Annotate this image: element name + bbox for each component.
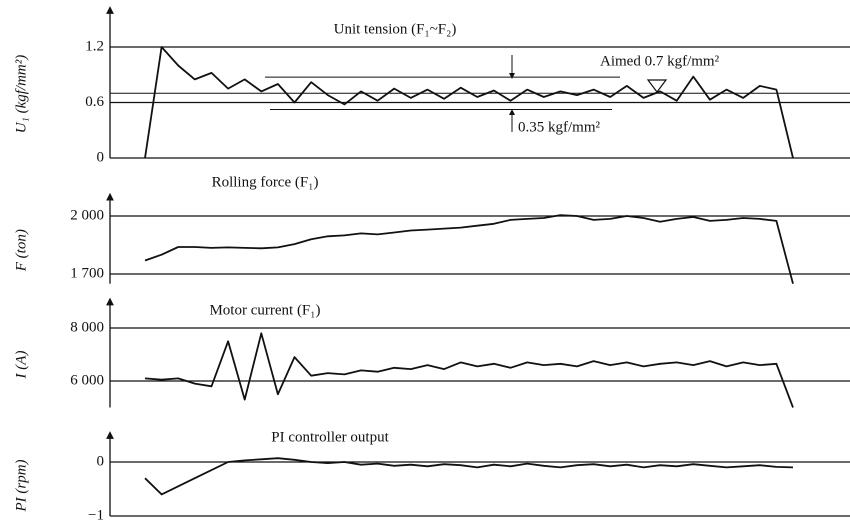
y-axis-label: U₁ (kgf/mm²) — [13, 55, 29, 133]
y-axis-label: I (A) — [13, 351, 29, 380]
panel-title: Unit tension (F₁~F₂) — [334, 21, 457, 37]
y-tick-label: 0 — [97, 453, 105, 469]
y-axis-label: F (ton) — [13, 229, 29, 272]
data-line — [144, 332, 794, 408]
y-tick-label: 6 000 — [70, 372, 104, 388]
y-tick-label: 1 700 — [70, 265, 104, 281]
y-tick-label: −1 — [88, 507, 104, 520]
panel-title: PI controller output — [271, 429, 389, 445]
panel-title: Rolling force (F₁) — [212, 174, 319, 190]
y-tick-label: 1.2 — [85, 38, 104, 54]
annotation: 0.35 kgf/mm² — [518, 119, 600, 135]
data-line — [144, 457, 794, 496]
annotation: Aimed 0.7 kgf/mm² — [600, 53, 720, 69]
data-line — [144, 214, 794, 284]
y-tick-label: 0 — [97, 149, 105, 165]
data-line — [144, 46, 794, 159]
y-axis-label: PI (rpm) — [13, 459, 29, 512]
y-tick-label: 0.6 — [85, 94, 104, 110]
y-tick-label: 2 000 — [70, 207, 104, 223]
y-tick-label: 8 000 — [70, 319, 104, 335]
aim-marker — [646, 79, 668, 93]
panel-title: Motor current (F₁) — [209, 302, 320, 318]
